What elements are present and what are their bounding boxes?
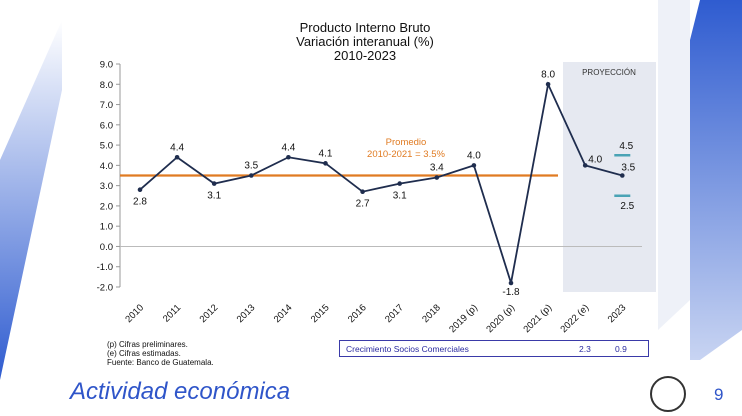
data-point xyxy=(249,173,254,178)
data-point xyxy=(545,81,551,87)
data-point xyxy=(508,280,514,286)
data-label: 4.0 xyxy=(588,154,602,165)
data-label: 8.0 xyxy=(541,69,555,80)
data-label: 2.8 xyxy=(133,197,147,208)
data-label: 3.5 xyxy=(621,163,635,174)
data-point xyxy=(211,181,217,186)
y-tick-label: -1.0 xyxy=(97,262,113,273)
data-point xyxy=(582,163,588,168)
bank-logo xyxy=(650,376,686,412)
data-point xyxy=(434,175,440,180)
data-label: 4.1 xyxy=(319,148,333,159)
data-label: -1.8 xyxy=(502,287,520,298)
data-point xyxy=(471,163,477,168)
data-point xyxy=(620,173,625,178)
x-tick-label: 2022 (e) xyxy=(559,302,592,335)
footnotes: (p) Cifras preliminares. (e) Cifras esti… xyxy=(107,340,214,367)
data-label: 3.5 xyxy=(244,161,258,172)
footnote-source: Fuente: Banco de Guatemala. xyxy=(107,358,214,367)
data-label: 3.1 xyxy=(207,191,221,202)
y-tick-label: 2.0 xyxy=(100,201,113,212)
y-tick-label: 8.0 xyxy=(100,80,113,91)
right-stripe xyxy=(690,0,742,360)
x-tick-label: 2018 xyxy=(420,302,443,325)
x-tick-label: 2016 xyxy=(346,302,369,325)
x-tick-label: 2015 xyxy=(309,302,332,325)
projection-label: PROYECCIÓN xyxy=(582,68,636,77)
y-tick-label: 0.0 xyxy=(100,242,113,253)
y-tick-label: 1.0 xyxy=(100,222,113,233)
y-tick-label: -2.0 xyxy=(97,283,113,294)
right-shade xyxy=(658,0,690,330)
chart-subtitle: Variación interanual (%) xyxy=(296,34,434,49)
x-tick-label: 2017 xyxy=(383,302,406,325)
chart-title: Producto Interno Bruto xyxy=(299,20,431,35)
y-tick-label: 6.0 xyxy=(100,120,113,131)
x-tick-label: 2010 xyxy=(123,302,146,325)
data-label: 4.0 xyxy=(467,150,481,161)
left-stripe xyxy=(0,20,62,380)
data-point xyxy=(360,189,365,195)
data-label: 4.4 xyxy=(281,142,295,153)
range-high-label: 4.5 xyxy=(619,141,633,152)
partners-label: Crecimiento Socios Comerciales xyxy=(346,344,469,354)
series-line xyxy=(139,81,623,284)
y-tick-label: 3.0 xyxy=(100,181,113,192)
data-point xyxy=(137,187,143,192)
x-tick-label: 2019 (p) xyxy=(447,302,480,335)
partners-2022: 2.3 xyxy=(579,344,591,354)
partners-2023: 0.9 xyxy=(615,344,627,354)
average-label: Promedio xyxy=(386,137,427,148)
data-point xyxy=(286,154,291,160)
data-point xyxy=(397,181,403,186)
projection-area xyxy=(563,62,656,292)
data-label: 3.1 xyxy=(393,191,407,202)
partners-growth-box: Crecimiento Socios Comerciales 2.3 0.9 xyxy=(339,340,649,357)
x-tick-label: 2021 (p) xyxy=(521,302,554,335)
section-title: Actividad económica xyxy=(70,378,291,405)
x-tick-label: 2014 xyxy=(272,302,295,325)
data-point xyxy=(323,161,328,166)
data-label: 2.7 xyxy=(356,199,370,210)
data-label: 4.4 xyxy=(170,142,184,153)
y-tick-label: 5.0 xyxy=(100,141,113,152)
chart-period: 2010-2023 xyxy=(333,48,397,63)
x-tick-label: 2011 xyxy=(161,302,183,324)
range-low-label: 2.5 xyxy=(620,201,634,212)
x-tick-label: 2012 xyxy=(198,302,221,325)
footnote-estimated: (e) Cifras estimadas. xyxy=(107,349,181,358)
y-tick-label: 7.0 xyxy=(100,100,113,111)
page-number: 9 xyxy=(714,385,724,404)
data-point xyxy=(174,154,180,160)
x-tick-label: 2013 xyxy=(235,302,258,325)
data-label: 3.4 xyxy=(430,163,444,174)
footnote-preliminary: (p) Cifras preliminares. xyxy=(107,340,188,349)
average-label-range: 2010-2021 = 3.5% xyxy=(367,149,445,160)
x-tick-label: 2020 (p) xyxy=(484,302,517,335)
y-tick-label: 9.0 xyxy=(100,60,113,71)
y-tick-label: 4.0 xyxy=(100,161,113,172)
x-tick-label: 2023 xyxy=(606,302,629,325)
